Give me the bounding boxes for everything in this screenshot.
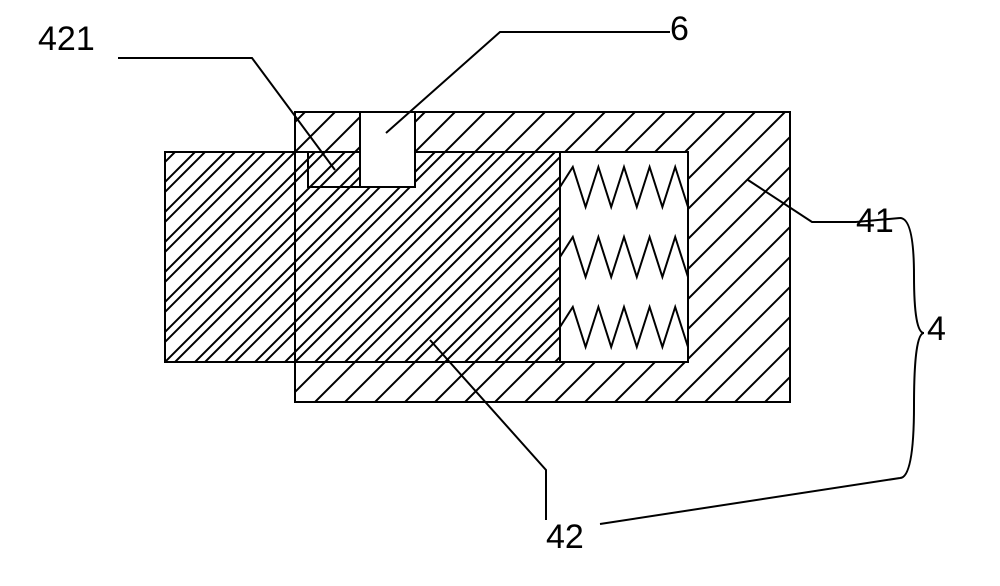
inner-block-hatch — [0, 0, 1000, 562]
label-421: 421 — [38, 20, 95, 58]
label-42: 42 — [546, 518, 584, 556]
label-6: 6 — [670, 10, 689, 48]
outer-sleeve-hatch — [0, 0, 1000, 586]
pin — [360, 112, 415, 187]
label-41: 41 — [856, 202, 894, 240]
label-4: 4 — [927, 310, 946, 348]
cross-section-diagram: 421 6 41 4 42 — [0, 0, 1000, 586]
leader-lines — [118, 32, 924, 524]
